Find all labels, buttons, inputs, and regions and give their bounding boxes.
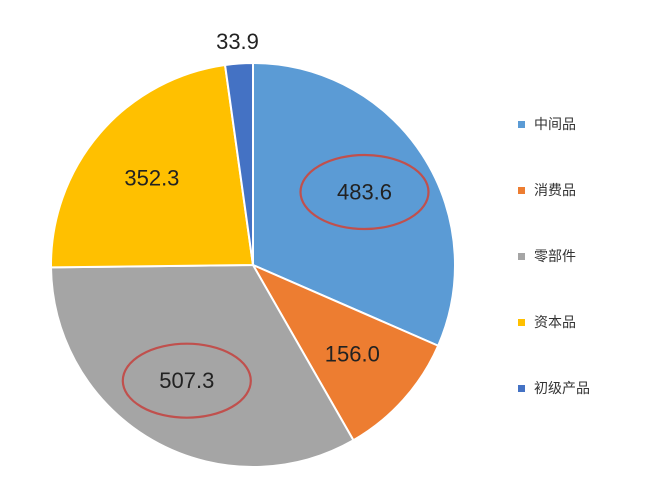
data-label-2: 156.0 [325,342,380,367]
highlight-circle-1 [299,153,430,231]
pie-data-labels: 483.6 156.0 507.3 352.3 33.9 [124,29,392,393]
pie-slice-3 [49,263,355,469]
data-label-1: 483.6 [337,180,392,205]
highlight-circle-3 [121,342,252,419]
data-label-3: 507.3 [159,368,214,393]
pie-slice-2 [250,262,440,442]
legend-label-1: 中间品 [534,117,576,133]
highlight-circles [121,153,430,419]
legend-swatch-3 [518,253,525,260]
legend-label-4: 资本品 [534,315,576,331]
pie-slice-5 [223,61,254,266]
legend-swatch-4 [518,319,525,326]
pie-slices [49,61,456,469]
pie-slice-1 [252,61,456,348]
legend-label-3: 零部件 [534,249,576,265]
legend-swatch-5 [518,385,525,392]
legend-swatch-2 [518,187,525,194]
data-label-4: 352.3 [124,166,179,191]
legend-label-2: 消费品 [534,183,576,199]
pie-slice-4 [50,63,255,269]
legend-label-5: 初级产品 [534,380,590,397]
legend-swatch-1 [518,121,525,128]
data-label-5: 33.9 [216,29,259,54]
